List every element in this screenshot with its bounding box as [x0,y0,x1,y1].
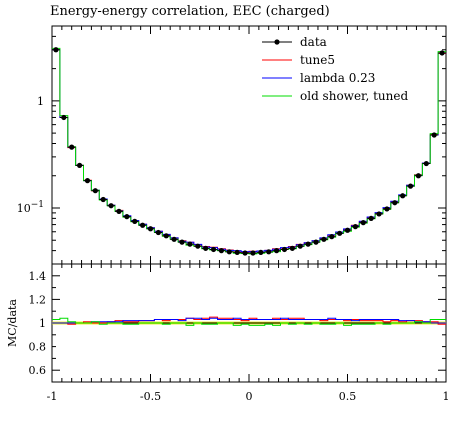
x-tick-label: 0 [246,390,253,403]
legend-label-1: tune5 [300,53,335,67]
legend-label-2: lambda 0.23 [300,71,375,85]
data-point [242,250,248,256]
data-point [352,224,358,230]
data-point [226,249,232,255]
data-point [273,248,280,254]
data-point [155,229,161,236]
data-point [384,206,390,212]
data-point [431,132,437,138]
x-tick-label: -1 [47,390,58,403]
data-point [297,243,303,249]
data-point [368,215,374,221]
ratio-y-tick-label: 1.4 [29,270,47,283]
mc-line-3 [52,47,446,255]
ratio-y-tick-label: 1 [39,317,46,330]
data-point [281,246,288,253]
x-tick-label: -0.5 [140,390,161,403]
ratio-y-tick-label: 0.8 [29,341,47,354]
data-point [423,160,429,167]
data-point [124,214,130,220]
y-tick-exponent: −1 [31,200,44,210]
data-point [92,188,98,194]
data-point [53,47,59,53]
legend: data tune5 lambda 0.23 old shower, tuned [262,35,408,103]
data-point [313,239,319,245]
data-point [376,211,382,217]
main-frame [51,25,447,265]
x-tick-label: 1 [443,390,450,403]
legend-label-3: old shower, tuned [300,89,408,103]
data-point [400,193,406,199]
data-point [289,245,295,251]
y-tick-label: 1 [37,95,44,108]
data-point [163,233,169,239]
data-point [171,236,177,242]
data-point [407,183,414,189]
ratio-y-tick-label: 1.2 [29,293,47,306]
legend-marker [274,39,280,45]
data-point [258,249,264,255]
data-point [84,178,91,184]
data-point [140,222,146,228]
ratio-line-1 [52,316,446,325]
data-point [392,200,398,206]
data-point [69,144,75,150]
data-point [337,230,343,236]
data-point [210,246,217,253]
data-point [305,241,311,247]
ratio-ylabel: MC/data [6,299,19,347]
data-point [147,226,154,232]
data-point [108,203,114,209]
data-point [321,236,327,242]
mc-line-2 [52,49,446,253]
ratio-line-3 [52,317,446,326]
data-point [218,248,225,254]
data-point [61,114,67,121]
x-tick-label: 0.5 [339,390,357,403]
data-point [187,241,193,247]
main-panel: 1 10−1 [17,25,447,265]
data-point [415,173,422,179]
data-point [179,239,185,245]
data-point [329,234,335,240]
data-point [76,162,83,168]
mc-line-1 [52,49,446,253]
ratio-line-2 [52,317,446,324]
ratio-panel: -1 -0.5 0 0.5 1 1.4 1.2 1 0.8 0.6 MC/data [6,263,450,403]
chart-title: Energy-energy correlation, EEC (charged) [50,4,330,19]
ratio-y-tick-label: 0.6 [29,364,47,377]
data-point [360,220,366,226]
data-point [266,249,272,255]
legend-label-0: data [300,35,327,49]
y-tick-label: 10−1 [17,200,44,215]
data-point [100,196,106,203]
data-point [116,208,122,214]
data-point [250,250,256,256]
data-point [344,227,351,233]
data-point [195,243,201,249]
data-point [203,245,209,251]
data-point [439,50,445,56]
data-point [132,218,138,224]
data-point [234,249,240,255]
